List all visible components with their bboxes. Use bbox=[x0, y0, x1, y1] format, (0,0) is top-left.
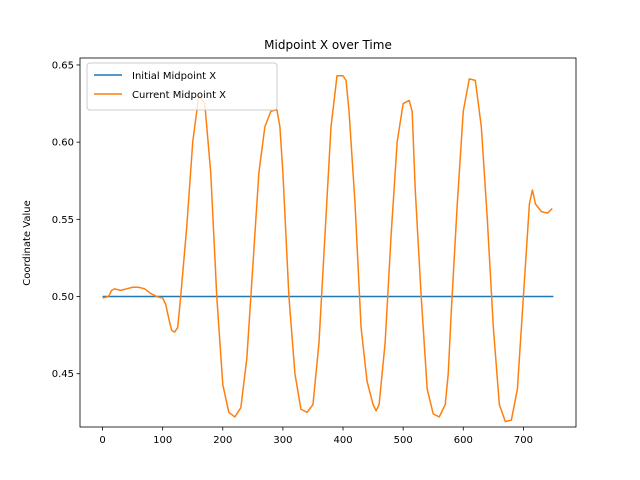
x-tick-label: 600 bbox=[454, 435, 473, 446]
y-tick-label: 0.60 bbox=[52, 138, 74, 149]
x-tick-label: 0 bbox=[99, 435, 105, 446]
x-tick-label: 300 bbox=[273, 435, 292, 446]
plot-area bbox=[102, 75, 554, 423]
axes-frame bbox=[79, 57, 577, 428]
x-tick-label: 700 bbox=[514, 435, 533, 446]
legend-box bbox=[86, 62, 278, 111]
axes: 0 100 200 300 400 500 600 700 0.45 0.50 0.55 0.60 0.… bbox=[52, 57, 577, 446]
x-tick-label: 200 bbox=[213, 435, 232, 446]
chart-title: Midpoint X over Time bbox=[264, 38, 392, 52]
y-tick-label: 0.65 bbox=[52, 60, 74, 71]
y-tick-label: 0.50 bbox=[52, 292, 74, 303]
legend: Initial Midpoint X Current Midpoint X bbox=[86, 62, 278, 111]
legend-label-1: Initial Midpoint X bbox=[132, 71, 216, 82]
x-tick-label: 500 bbox=[394, 435, 413, 446]
legend-label-2: Current Midpoint X bbox=[132, 90, 226, 101]
y-axis-label: Coordinate Value bbox=[22, 200, 33, 285]
y-tick-label: 0.45 bbox=[52, 369, 74, 380]
y-tick-label: 0.55 bbox=[52, 215, 74, 226]
x-tick-label: 400 bbox=[333, 435, 352, 446]
series-line-2 bbox=[102, 75, 553, 423]
x-tick-label: 100 bbox=[153, 435, 172, 446]
